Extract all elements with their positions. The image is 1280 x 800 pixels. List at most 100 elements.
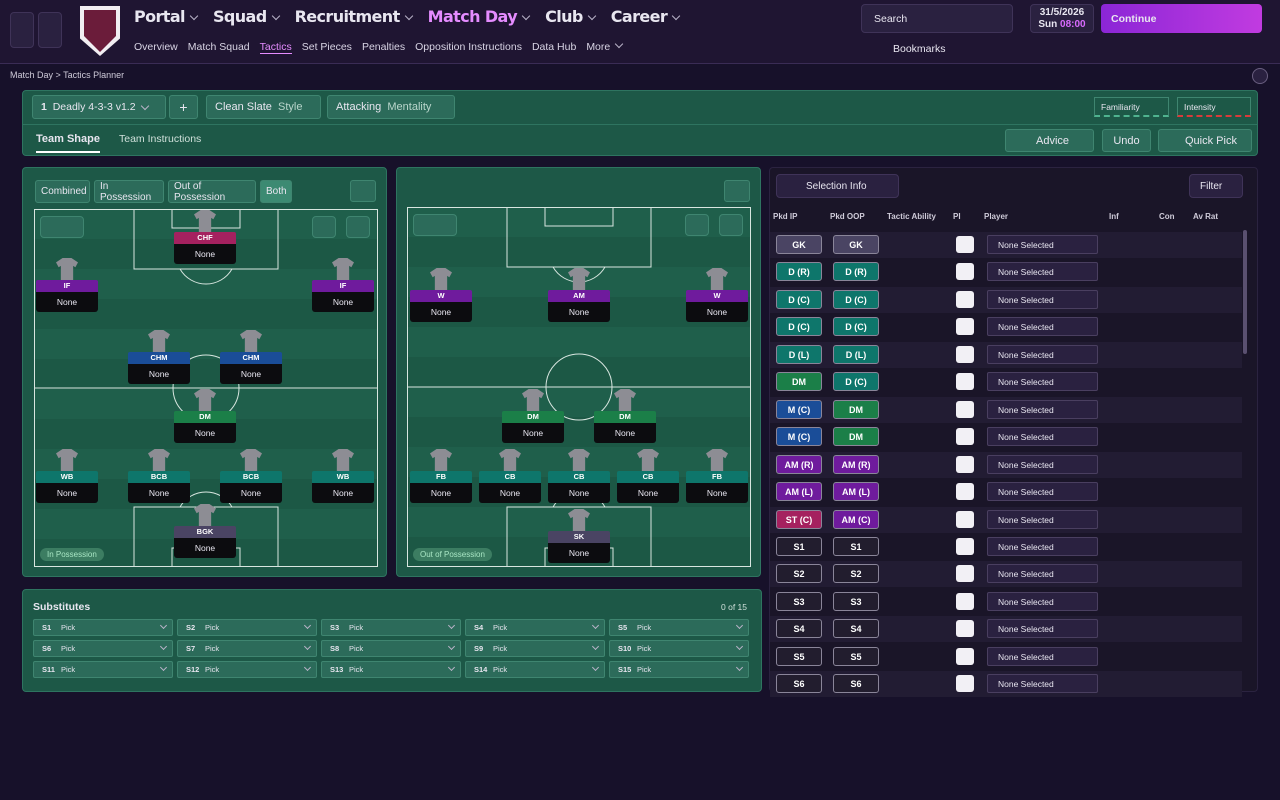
pitch-tool[interactable] — [724, 180, 750, 202]
player-card[interactable]: BCB None — [128, 449, 190, 503]
pitch-view-toggle[interactable] — [40, 216, 84, 238]
player-select[interactable]: None Selected — [987, 399, 1098, 419]
crumb[interactable]: Match Day — [10, 70, 54, 80]
player-card[interactable]: AM None — [548, 268, 610, 322]
player-select[interactable]: None Selected — [987, 344, 1098, 364]
substitute-slot[interactable]: S14 Pick — [465, 661, 605, 678]
player-card[interactable]: CB None — [617, 449, 679, 503]
pkd-oop[interactable]: AM (C) — [833, 509, 879, 529]
pkd-oop[interactable]: S1 — [833, 536, 879, 556]
view-mode-button[interactable]: Combined — [35, 180, 90, 203]
player-card[interactable]: IF None — [312, 258, 374, 312]
substitute-slot[interactable]: S6 Pick — [33, 640, 173, 657]
undo-button[interactable]: Undo — [1102, 129, 1151, 152]
close-button[interactable] — [1252, 68, 1268, 84]
date-box[interactable]: 31/5/2026 Sun 08:00 — [1030, 4, 1094, 33]
search-button[interactable]: Search — [874, 13, 908, 25]
column-header[interactable]: Pkd IP — [773, 212, 798, 221]
continue-button[interactable]: Continue — [1101, 4, 1262, 33]
pkd-oop[interactable]: D (R) — [833, 262, 879, 282]
column-header[interactable]: Av Rat — [1193, 212, 1219, 221]
pkd-oop[interactable]: AM (R) — [833, 454, 879, 474]
pkd-oop[interactable]: GK — [833, 235, 879, 254]
substitute-slot[interactable]: S9 Pick — [465, 640, 605, 657]
pkd-ip[interactable]: S1 — [776, 536, 822, 556]
player-card[interactable]: W None — [410, 268, 472, 322]
pi-button[interactable] — [956, 318, 974, 336]
pkd-oop[interactable]: DM — [833, 427, 879, 447]
pkd-ip[interactable]: AM (R) — [776, 454, 822, 474]
sub-nav-item[interactable]: Tactics — [259, 41, 292, 54]
pkd-ip[interactable]: M (C) — [776, 399, 822, 419]
column-header[interactable]: Inf — [1109, 212, 1119, 221]
bookmarks[interactable]: Bookmarks — [893, 43, 946, 55]
pkd-oop[interactable]: S5 — [833, 646, 879, 666]
pkd-ip[interactable]: DM — [776, 372, 822, 392]
player-card[interactable]: CHM None — [220, 330, 282, 384]
pi-button[interactable] — [956, 400, 974, 418]
player-select[interactable]: None Selected — [987, 235, 1098, 254]
pi-button[interactable] — [956, 592, 974, 610]
view-mode-button[interactable]: In Possession — [94, 180, 164, 203]
player-card[interactable]: CHF None — [174, 210, 236, 264]
substitute-slot[interactable]: S11 Pick — [33, 661, 173, 678]
intensity[interactable]: Intensity — [1177, 97, 1251, 117]
nav-item[interactable]: Recruitment — [295, 7, 416, 26]
mentality-select[interactable]: Attacking Mentality — [327, 95, 455, 119]
player-select[interactable]: None Selected — [987, 509, 1098, 529]
sub-nav-item[interactable]: Match Squad — [187, 41, 250, 53]
pkd-ip[interactable]: D (R) — [776, 262, 822, 282]
pi-button[interactable] — [956, 345, 974, 363]
nav-item[interactable]: Squad — [213, 7, 283, 26]
tactic-select[interactable]: 1 Deadly 4-3-3 v1.2 — [32, 95, 166, 119]
player-select[interactable]: None Selected — [987, 317, 1098, 337]
sub-nav-item[interactable]: Data Hub — [531, 41, 577, 53]
familiarity[interactable]: Familiarity — [1094, 97, 1169, 117]
substitute-slot[interactable]: S12 Pick — [177, 661, 317, 678]
substitute-slot[interactable]: S1 Pick — [33, 619, 173, 636]
substitute-slot[interactable]: S4 Pick — [465, 619, 605, 636]
sub-nav-item[interactable]: Set Pieces — [301, 41, 352, 53]
pkd-oop[interactable]: S6 — [833, 674, 879, 694]
player-card[interactable]: WB None — [312, 449, 374, 503]
player-card[interactable]: CB None — [479, 449, 541, 503]
player-card[interactable]: CB None — [548, 449, 610, 503]
pkd-ip[interactable]: S3 — [776, 591, 822, 611]
pi-button[interactable] — [956, 236, 974, 253]
quick-pick-button[interactable]: Quick Pick — [1158, 129, 1252, 152]
view-mode-button[interactable]: Out of Possession — [168, 180, 256, 203]
pitch[interactable]: Out of Possession — [407, 207, 751, 567]
pkd-ip[interactable]: S4 — [776, 619, 822, 639]
player-select[interactable]: None Selected — [987, 536, 1098, 556]
tab[interactable]: Team Shape — [36, 133, 100, 153]
pitch-tool[interactable] — [346, 216, 370, 238]
player-select[interactable]: None Selected — [987, 372, 1098, 392]
substitute-slot[interactable]: S5 Pick — [609, 619, 749, 636]
sub-nav-item[interactable]: More — [586, 39, 626, 54]
scrollbar[interactable] — [1243, 230, 1247, 354]
player-card[interactable]: WB None — [36, 449, 98, 503]
pi-button[interactable] — [956, 675, 974, 693]
filter[interactable]: Filter — [1189, 174, 1243, 198]
pkd-ip[interactable]: ST (C) — [776, 509, 822, 529]
player-select[interactable]: None Selected — [987, 591, 1098, 611]
pkd-ip[interactable]: D (C) — [776, 289, 822, 309]
player-card[interactable]: BCB None — [220, 449, 282, 503]
player-card[interactable]: DM None — [594, 389, 656, 443]
pi-button[interactable] — [956, 647, 974, 665]
pkd-ip[interactable]: S5 — [776, 646, 822, 666]
style-select[interactable]: Clean Slate Style — [206, 95, 321, 119]
column-header[interactable]: Tactic Ability — [887, 212, 936, 221]
pi-button[interactable] — [956, 263, 974, 281]
pkd-oop[interactable]: D (C) — [833, 289, 879, 309]
substitute-slot[interactable]: S15 Pick — [609, 661, 749, 678]
player-card[interactable]: DM None — [502, 389, 564, 443]
player-card[interactable]: W None — [686, 268, 748, 322]
pkd-oop[interactable]: D (C) — [833, 317, 879, 337]
pitch-view-toggle[interactable] — [413, 214, 457, 236]
view-mode-button[interactable]: Both — [260, 180, 292, 203]
advice-button[interactable]: Advice — [1005, 129, 1094, 152]
pkd-ip[interactable]: M (C) — [776, 427, 822, 447]
nav-item[interactable]: Portal — [134, 7, 201, 26]
sub-nav-item[interactable]: Overview — [134, 41, 178, 53]
